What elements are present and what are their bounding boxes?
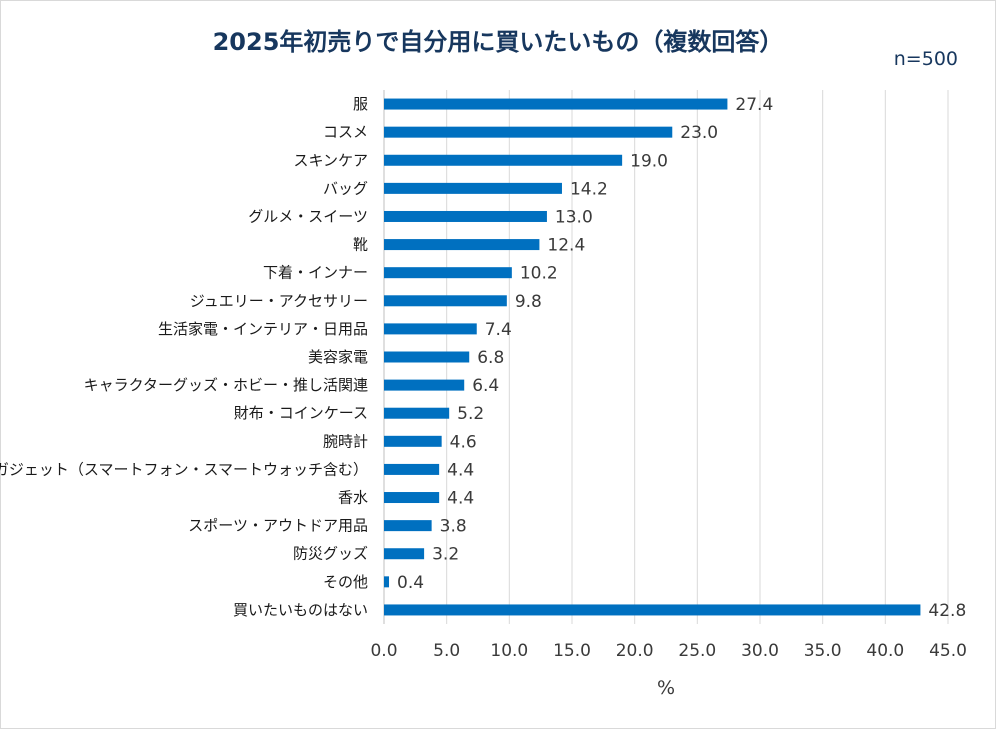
category-label: コスメ bbox=[323, 123, 368, 141]
value-label: 42.8 bbox=[928, 601, 966, 621]
grid-lines bbox=[383, 90, 949, 624]
bar bbox=[384, 267, 512, 279]
x-tick-label: 30.0 bbox=[741, 641, 779, 661]
x-axis-label: % bbox=[657, 677, 675, 699]
value-label: 12.4 bbox=[547, 236, 585, 256]
category-label: 下着・インナー bbox=[263, 264, 368, 282]
bar bbox=[384, 154, 623, 166]
value-label: 19.0 bbox=[630, 151, 668, 171]
category-label: その他 bbox=[323, 573, 368, 591]
bar bbox=[384, 492, 440, 504]
category-label: 腕時計 bbox=[323, 432, 368, 450]
value-label: 10.2 bbox=[520, 264, 558, 284]
category-label: 防災グッズ bbox=[293, 545, 368, 563]
value-label: 3.8 bbox=[440, 517, 467, 537]
bar bbox=[384, 576, 390, 588]
sample-size-note: n=500 bbox=[893, 48, 958, 70]
x-tick-label: 10.0 bbox=[490, 641, 528, 661]
category-label: 香水 bbox=[338, 489, 368, 507]
category-label: 財布・コインケース bbox=[234, 404, 368, 422]
value-label: 3.2 bbox=[432, 545, 459, 565]
x-tick-label: 25.0 bbox=[678, 641, 716, 661]
x-tick-label: 45.0 bbox=[929, 641, 967, 661]
bar bbox=[384, 182, 562, 194]
value-label: 6.8 bbox=[477, 348, 504, 368]
bar bbox=[384, 239, 540, 251]
category-label: 美容家電 bbox=[308, 348, 368, 366]
value-label: 7.4 bbox=[485, 320, 512, 340]
value-label: 0.4 bbox=[397, 573, 424, 593]
value-label: 9.8 bbox=[515, 292, 542, 312]
x-tick-label: 0.0 bbox=[370, 641, 397, 661]
bar bbox=[384, 435, 442, 447]
bar bbox=[384, 210, 547, 222]
bar bbox=[384, 520, 432, 532]
value-label: 23.0 bbox=[680, 123, 718, 143]
category-label: スキンケア bbox=[293, 151, 368, 169]
bar bbox=[384, 407, 450, 419]
value-label: 13.0 bbox=[555, 207, 593, 227]
category-label: スポーツ・アウトドア用品 bbox=[188, 517, 368, 535]
bars bbox=[384, 98, 921, 616]
bar bbox=[384, 98, 728, 110]
value-label: 4.4 bbox=[447, 460, 474, 480]
bar bbox=[384, 126, 673, 138]
category-label: グルメ・スイーツ bbox=[248, 207, 368, 225]
x-tick-label: 20.0 bbox=[616, 641, 654, 661]
x-tick-label: 35.0 bbox=[804, 641, 842, 661]
category-label: ガジェット（スマートフォン・スマートウォッチ含む） bbox=[0, 460, 368, 478]
value-label: 4.6 bbox=[450, 432, 477, 452]
value-label: 6.4 bbox=[472, 376, 499, 396]
category-label: 買いたいものはない bbox=[233, 601, 368, 619]
value-label: 4.4 bbox=[447, 489, 474, 509]
category-label: 服 bbox=[353, 95, 368, 113]
value-label: 27.4 bbox=[735, 95, 773, 115]
chart-title: 2025年初売りで自分用に買いたいもの（複数回答） bbox=[212, 28, 784, 56]
category-label: 生活家電・インテリア・日用品 bbox=[158, 320, 368, 338]
category-label: 靴 bbox=[353, 236, 368, 254]
bar bbox=[384, 548, 425, 560]
category-label: バッグ bbox=[323, 179, 368, 197]
bar bbox=[384, 463, 440, 475]
bar bbox=[384, 323, 477, 335]
bar bbox=[384, 379, 465, 391]
x-tick-label: 5.0 bbox=[433, 641, 460, 661]
bar bbox=[384, 295, 507, 307]
category-label: キャラクターグッズ・ホビー・推し活関連 bbox=[84, 376, 368, 394]
x-tick-label: 15.0 bbox=[553, 641, 591, 661]
x-tick-label: 40.0 bbox=[866, 641, 904, 661]
bar bbox=[384, 604, 921, 616]
value-label: 5.2 bbox=[457, 404, 484, 424]
value-label: 14.2 bbox=[570, 179, 608, 199]
category-label: ジュエリー・アクセサリー bbox=[190, 292, 368, 310]
bar bbox=[384, 351, 470, 363]
labels: 0.0 5.0 10.0 15.0 20.0 25.0 30.0 35.0 40.0 45.0 服 2… bbox=[0, 95, 967, 661]
